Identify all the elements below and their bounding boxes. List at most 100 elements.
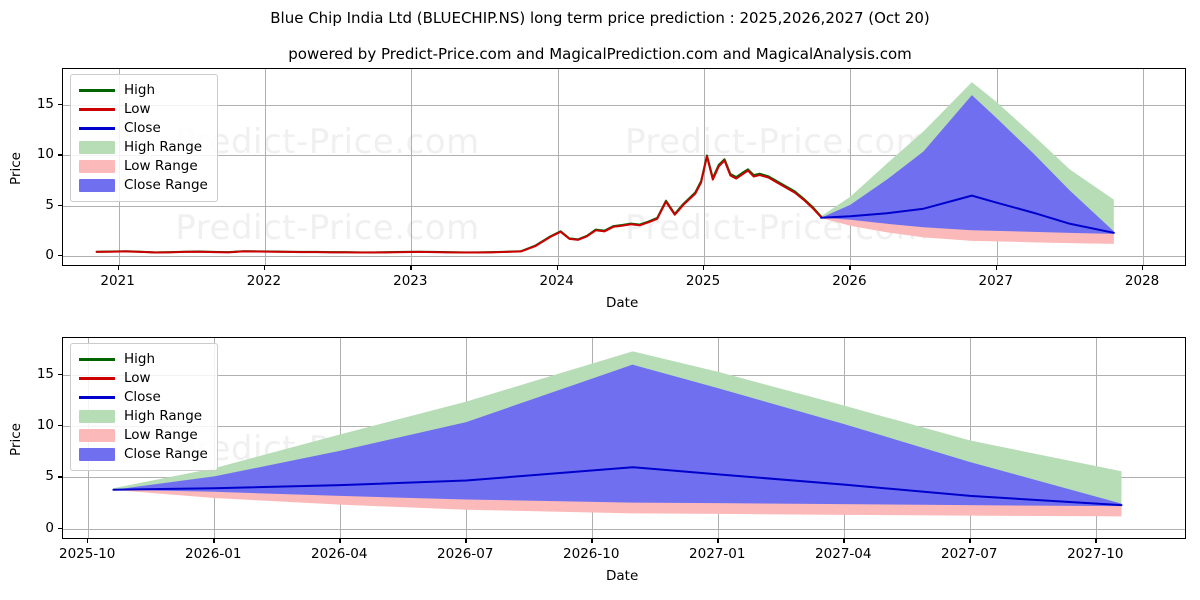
x-tick-label: 2027-01 <box>689 546 746 562</box>
x-tick-mark <box>465 539 467 543</box>
x-tick-mark <box>717 539 719 543</box>
x-tick-label: 2027 <box>978 273 1013 289</box>
legend-swatch-line-icon <box>79 391 115 405</box>
legend-swatch-line-icon <box>79 103 115 117</box>
y-tick-label: 10 <box>36 146 54 163</box>
figure-subtitle: powered by Predict-Price.com and Magical… <box>288 45 912 63</box>
legend-label: Close Range <box>124 446 208 462</box>
x-tick-mark <box>213 539 215 543</box>
x-tick-mark <box>591 539 593 543</box>
x-tick-label: 2026 <box>832 273 867 289</box>
gridline-horizontal <box>63 255 1185 257</box>
legend-swatch-patch-icon <box>79 179 115 192</box>
y-tick-mark <box>58 527 62 530</box>
forecast-detail-legend: High Low Close High Range Low Range Close Ran… <box>70 343 218 471</box>
legend-item-close-range[interactable]: Close Range <box>79 445 208 464</box>
gridline-vertical <box>1143 69 1145 265</box>
gridline-horizontal <box>63 105 1185 107</box>
overview-close-line <box>820 194 1115 234</box>
overview-y-axis-label: Price <box>8 152 24 185</box>
forecast-detail-y-axis-label: Price <box>8 423 24 456</box>
y-tick-mark <box>58 204 62 206</box>
x-tick-label: 2027-07 <box>941 546 998 562</box>
legend-item-high-range[interactable]: High Range <box>79 138 208 157</box>
legend-label: Low <box>124 370 151 386</box>
y-tick-label: 15 <box>36 365 54 382</box>
x-tick-label: 2026-01 <box>185 546 242 562</box>
x-tick-mark <box>339 539 341 543</box>
legend-item-close-range[interactable]: Close Range <box>79 176 208 195</box>
overview-legend: High Low Close High Range Low Range Close Ran… <box>70 74 218 202</box>
legend-label: Close <box>124 120 161 136</box>
gridline-vertical <box>850 69 852 265</box>
forecast-detail-series-layer <box>112 351 1123 517</box>
x-tick-label: 2021 <box>100 273 135 289</box>
legend-label: High Range <box>124 139 203 155</box>
y-tick-mark <box>58 104 62 106</box>
gridline-vertical <box>970 338 972 538</box>
legend-label: Close Range <box>124 177 208 193</box>
gridline-vertical <box>1096 338 1098 538</box>
legend-swatch-patch-icon <box>79 429 115 442</box>
y-tick-mark <box>58 373 62 376</box>
gridline-vertical <box>557 69 559 265</box>
x-tick-mark <box>703 266 705 270</box>
x-tick-mark <box>995 266 998 270</box>
y-tick-mark <box>58 254 62 257</box>
y-tick-label: 15 <box>36 96 54 113</box>
legend-item-low[interactable]: Low <box>79 369 208 388</box>
legend-swatch-patch-icon <box>79 160 115 173</box>
legend-swatch-patch-icon <box>79 141 115 154</box>
legend-label: Low Range <box>124 427 198 443</box>
gridline-horizontal <box>63 528 1185 530</box>
gridline-vertical <box>264 69 266 265</box>
legend-label: High Range <box>124 408 203 424</box>
forecast-detail-close-line <box>112 466 1123 507</box>
x-tick-label: 2026-10 <box>563 546 620 562</box>
overview-close-range-band <box>821 95 1114 234</box>
legend-swatch-patch-icon <box>79 448 115 461</box>
y-tick-label: 5 <box>45 196 54 213</box>
x-tick-label: 2025-10 <box>58 546 116 562</box>
legend-item-high-range[interactable]: High Range <box>79 407 208 426</box>
legend-swatch-line-icon <box>79 353 115 367</box>
legend-swatch-line-icon <box>79 122 115 136</box>
x-tick-mark <box>1095 539 1097 543</box>
x-tick-mark <box>87 539 89 543</box>
x-tick-label: 2026-04 <box>311 546 368 562</box>
gridline-horizontal <box>63 155 1185 157</box>
y-tick-label: 10 <box>36 417 54 434</box>
legend-item-high[interactable]: High <box>79 81 208 100</box>
legend-label: Low <box>124 101 151 117</box>
legend-label: Close <box>124 389 161 405</box>
legend-item-high[interactable]: High <box>79 350 208 369</box>
y-tick-mark <box>58 476 62 478</box>
legend-item-close[interactable]: Close <box>79 388 208 407</box>
x-tick-mark <box>263 266 266 270</box>
legend-item-low[interactable]: Low <box>79 100 208 119</box>
overview-series-layer <box>95 82 1115 254</box>
x-tick-mark <box>410 266 412 270</box>
overview-chart-axes: Predict-Price.com Predict-Price.com Predic… <box>62 68 1186 266</box>
x-tick-mark <box>556 266 558 270</box>
legend-item-close[interactable]: Close <box>79 119 208 138</box>
legend-swatch-line-icon <box>79 84 115 98</box>
x-tick-mark <box>1142 266 1144 270</box>
forecast-detail-close-range-band <box>113 364 1122 507</box>
x-tick-mark <box>849 266 851 270</box>
legend-item-low-range[interactable]: Low Range <box>79 426 208 445</box>
legend-swatch-line-icon <box>79 372 115 386</box>
figure-title: Blue Chip India Ltd (BLUECHIP.NS) long t… <box>270 9 930 27</box>
x-tick-label: 2025 <box>685 273 721 289</box>
legend-item-low-range[interactable]: Low Range <box>79 157 208 176</box>
legend-label: High <box>124 82 156 98</box>
y-tick-label: 0 <box>45 246 54 263</box>
overview-plot-area: Predict-Price.com Predict-Price.com Predic… <box>63 69 1185 265</box>
y-tick-mark <box>58 154 62 156</box>
x-tick-label: 2023 <box>393 273 428 289</box>
legend-label: High <box>124 351 156 367</box>
y-tick-label: 0 <box>45 519 54 536</box>
overview-low-line <box>95 155 823 254</box>
